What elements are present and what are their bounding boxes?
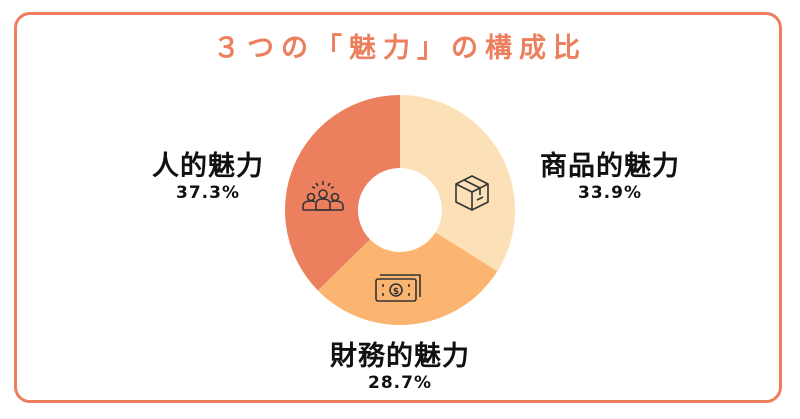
slice-name-human: 人的魅力 — [152, 151, 264, 182]
slice-label-product: 商品的魅力 33.9% — [520, 144, 700, 203]
svg-text:$: $ — [393, 287, 399, 297]
slice-pct-human: 37.3% — [176, 183, 240, 203]
card-frame — [14, 12, 782, 403]
slice-label-financial: 財務的魅力 28.7% — [310, 334, 490, 393]
slice-name-product: 商品的魅力 — [540, 151, 680, 182]
chart-title: ３つの「魅力」の構成比 — [213, 33, 587, 64]
donut-slice-2 — [284, 95, 400, 291]
slice-name-financial: 財務的魅力 — [330, 341, 470, 372]
slice-pct-financial: 28.7% — [368, 373, 432, 393]
package-box-icon — [455, 175, 489, 211]
banknote-dollar-icon: $ — [375, 274, 421, 302]
slice-label-human: 人的魅力 37.3% — [138, 144, 278, 203]
people-group-icon — [302, 181, 344, 211]
slice-pct-product: 33.9% — [578, 183, 642, 203]
